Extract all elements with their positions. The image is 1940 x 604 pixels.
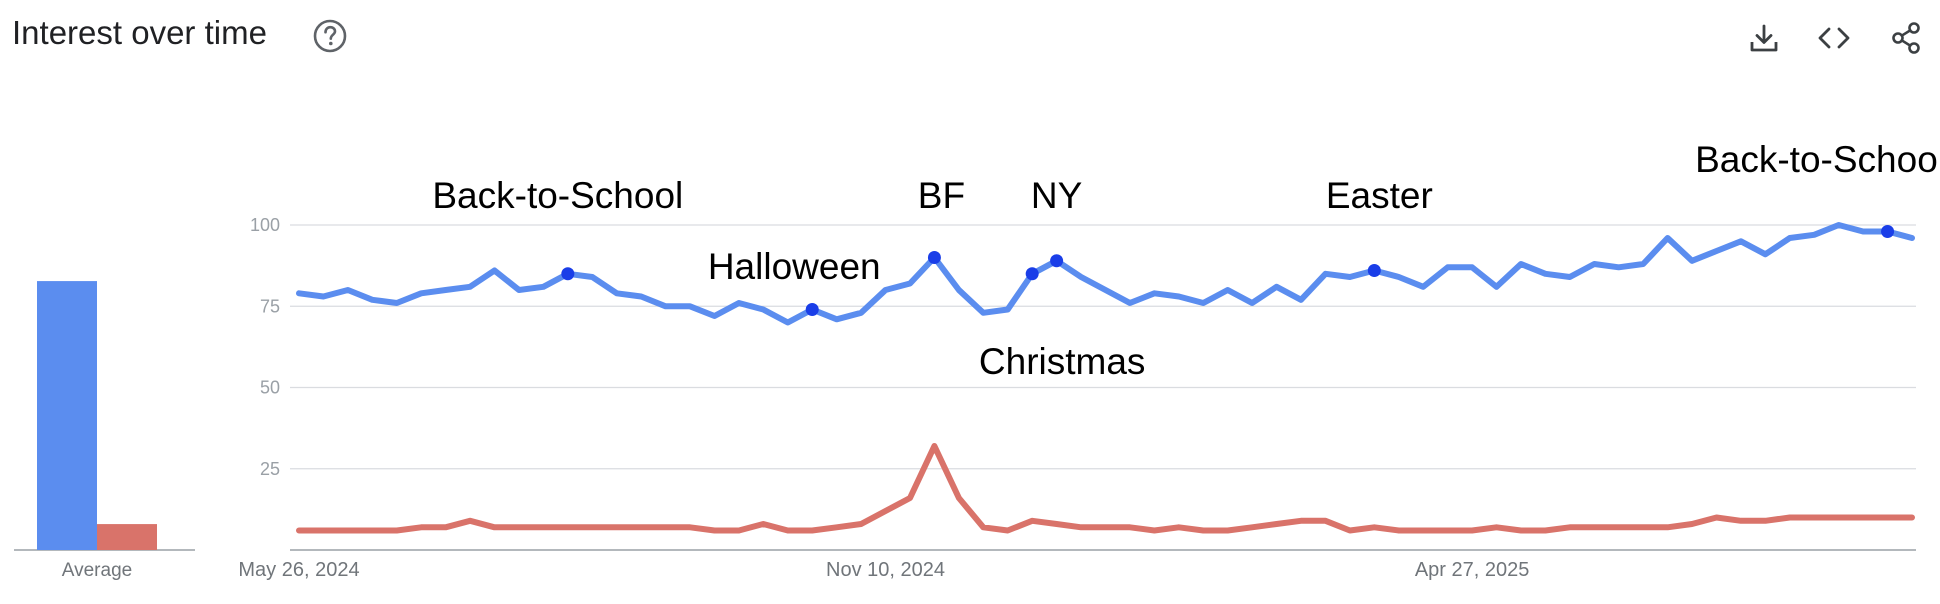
- chart-header: Interest over time: [0, 0, 1940, 80]
- annotation-label: Back-to-School: [1695, 139, 1940, 180]
- average-label: Average: [62, 560, 132, 581]
- annotation-marker: [1050, 254, 1064, 268]
- code-icon[interactable]: [1816, 20, 1852, 56]
- annotation-label: BF: [918, 175, 965, 216]
- annotation-label: NY: [1031, 175, 1082, 216]
- x-tick-label: Apr 27, 2025: [1415, 559, 1530, 581]
- annotation-label: Halloween: [708, 246, 881, 287]
- share-icon[interactable]: [1888, 20, 1924, 56]
- annotation-label: Easter: [1326, 175, 1433, 216]
- y-tick-label: 100: [250, 215, 280, 235]
- annotation-marker: [927, 251, 941, 264]
- x-tick-label: May 26, 2024: [238, 559, 359, 581]
- x-tick-label: Nov 10, 2024: [826, 559, 945, 581]
- annotation-label: Christmas: [979, 341, 1146, 382]
- y-tick-label: 50: [260, 378, 280, 398]
- annotation-marker: [1025, 267, 1039, 281]
- help-circle-icon[interactable]: [312, 18, 348, 54]
- annotation-label: Back-to-School: [432, 175, 683, 216]
- series-line-2: [296, 443, 1915, 534]
- y-tick-label: 25: [260, 459, 280, 479]
- download-icon[interactable]: [1746, 20, 1782, 56]
- chart-title: Interest over time: [12, 14, 267, 51]
- y-tick-label: 75: [260, 296, 280, 316]
- annotation-marker: [561, 267, 575, 281]
- average-bar-1: [37, 281, 97, 550]
- annotation-marker: [1881, 225, 1895, 238]
- annotation-marker: [805, 303, 819, 316]
- series-line-1: [296, 222, 1915, 326]
- annotation-marker: [1367, 264, 1381, 277]
- average-bar-2: [97, 524, 157, 550]
